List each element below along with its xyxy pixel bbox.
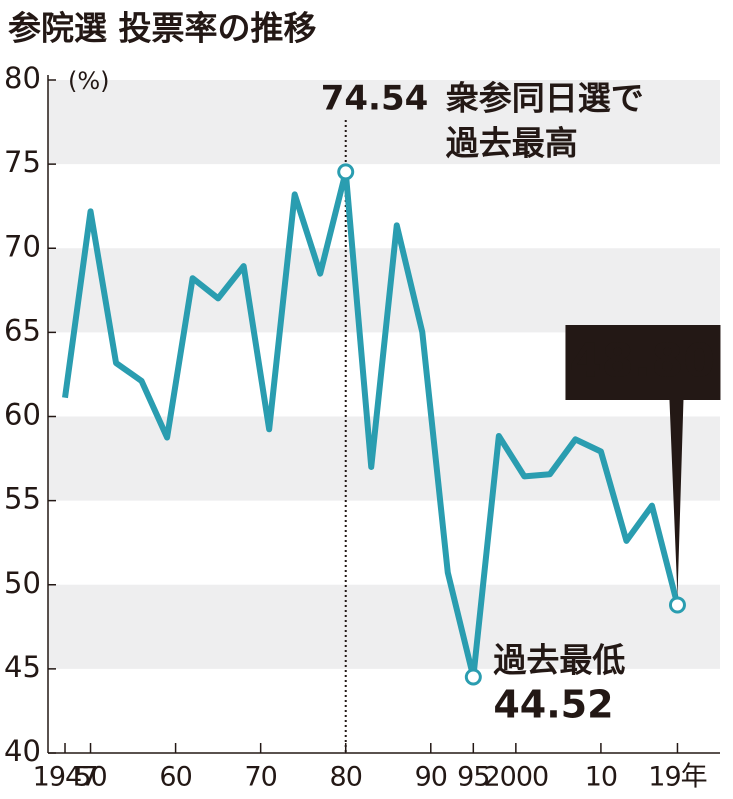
x-tick-label: 90 [415, 762, 447, 793]
y-tick-label: 80 [4, 61, 41, 95]
annotation: 衆参同日選で [446, 79, 644, 118]
bands [48, 80, 720, 669]
y-tick-label: 60 [4, 398, 41, 432]
y-tick-label: 65 [4, 313, 41, 347]
marker [668, 596, 686, 614]
x-tick-label: 50 [74, 762, 106, 793]
y-tick-label: 40 [4, 734, 41, 768]
annotation: 過去最低 [493, 640, 625, 679]
x-tick-label: 80 [330, 762, 362, 793]
band [48, 584, 720, 669]
x-tick-label: 95 [457, 762, 489, 793]
y-unit: (%) [68, 67, 110, 95]
y-tick-label: 55 [4, 482, 41, 516]
band [48, 80, 720, 165]
annotation: 過去最高 [446, 124, 578, 163]
x-tick-label: 70 [244, 762, 276, 793]
x-tick-label: 19年 [648, 762, 706, 793]
marker [337, 163, 355, 181]
x-tick-label: 1947 [33, 762, 98, 793]
value-label: 44.52 [493, 682, 613, 726]
y-tick-label: 70 [4, 229, 41, 263]
marker [464, 668, 482, 686]
band [48, 416, 720, 501]
x-tick-label: 10 [585, 762, 617, 793]
callout [565, 325, 721, 597]
value-label: 48.80 [570, 334, 716, 388]
x-tick-label: 60 [159, 762, 191, 793]
value-label: 74.54 [321, 79, 429, 119]
y-tick-label: 50 [4, 566, 41, 600]
series-line [62, 168, 681, 680]
x-tick-label: 2000 [483, 762, 548, 793]
y-tick-label: 75 [4, 145, 41, 179]
chart-title: 参院選 投票率の推移 [8, 9, 317, 48]
y-tick-label: 45 [4, 650, 41, 684]
